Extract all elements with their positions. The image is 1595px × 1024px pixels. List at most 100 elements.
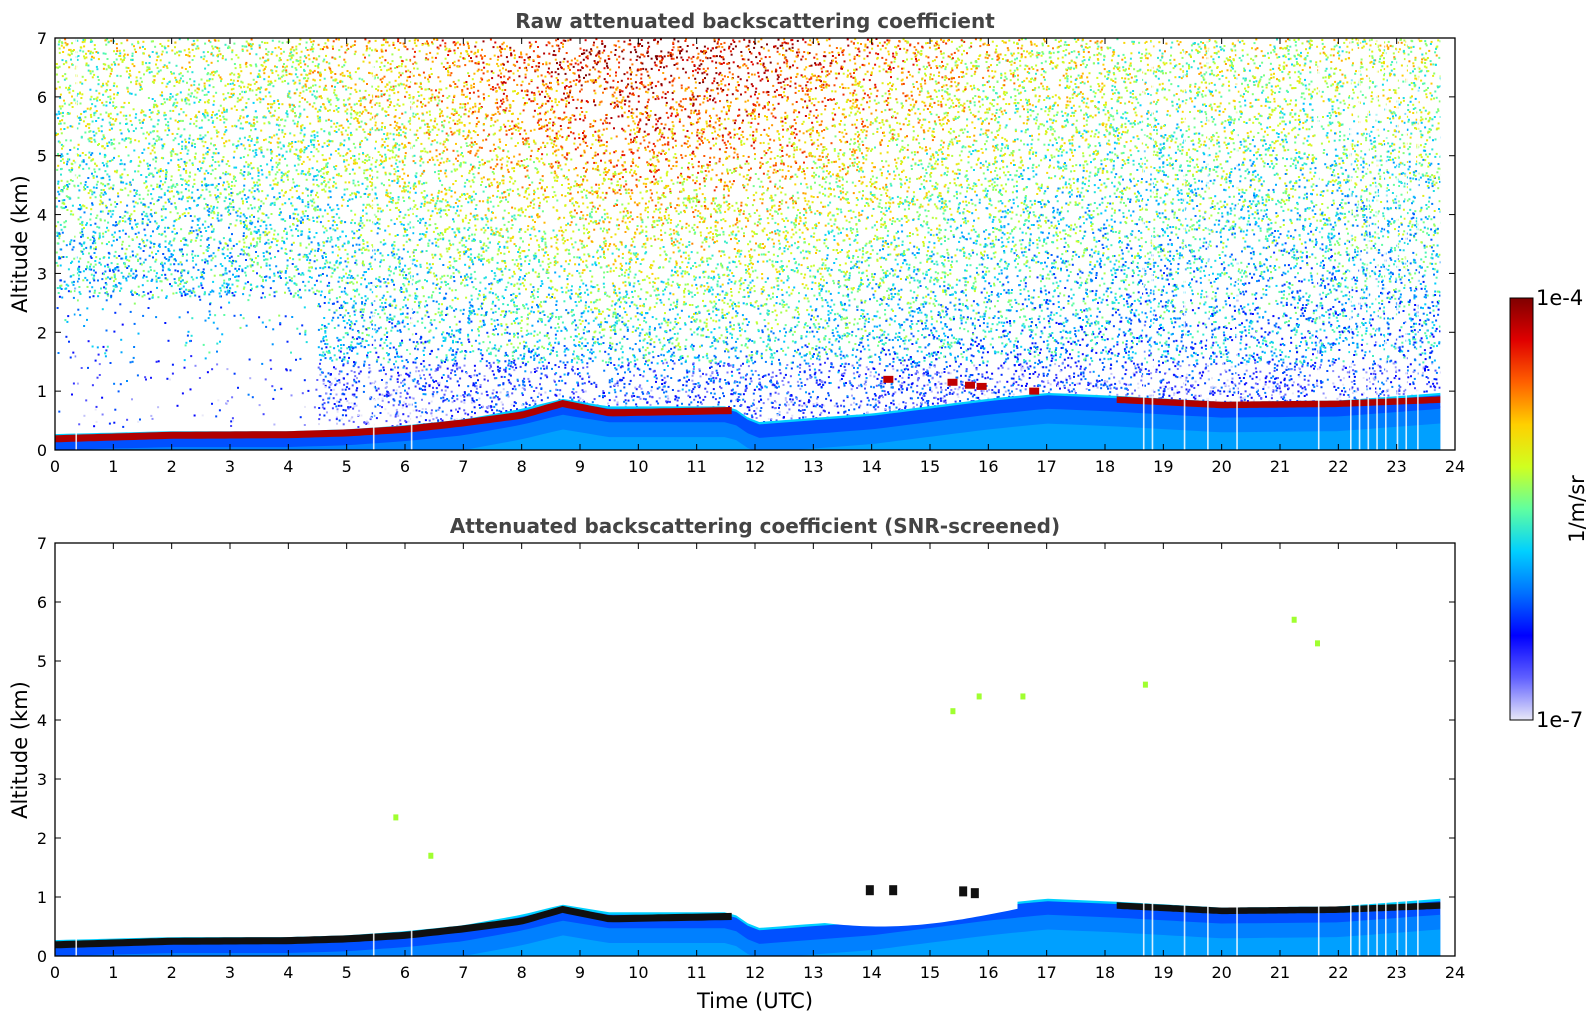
missing-profile: [75, 873, 77, 956]
isolated-return: [1315, 640, 1320, 646]
colorbar: 1e-4 1e-7 1/m/sr: [1510, 286, 1589, 732]
y-tick-label: 0: [37, 441, 47, 460]
missing-profile: [1152, 873, 1154, 956]
x-tick-label: 10: [628, 457, 648, 476]
x-tick-label: 17: [1036, 963, 1056, 982]
cloud-speck: [866, 885, 874, 895]
x-tick-label: 18: [1095, 457, 1115, 476]
x-tick-label: 14: [861, 963, 881, 982]
x-tick-label: 20: [1211, 457, 1231, 476]
cloud-speck: [889, 885, 897, 895]
y-axis-label: Altitude (km): [8, 681, 32, 819]
x-tick-label: 17: [1036, 457, 1056, 476]
x-tick-label: 5: [342, 457, 352, 476]
x-tick-label: 24: [1445, 963, 1465, 982]
x-tick-label: 6: [400, 963, 410, 982]
missing-profile: [1184, 873, 1186, 956]
isolated-return: [977, 693, 982, 699]
isolated-return: [1143, 682, 1148, 688]
x-tick-label: 0: [50, 963, 60, 982]
x-tick-label: 21: [1270, 963, 1290, 982]
x-tick-label: 3: [225, 963, 235, 982]
x-tick-label: 16: [978, 457, 998, 476]
y-axis-label: Altitude (km): [8, 175, 32, 313]
raw-backscatter-heatmap: [55, 38, 1455, 465]
snr-screened-panel: Attenuated backscattering coefficient (S…: [8, 514, 1465, 1013]
x-tick-label: 15: [920, 963, 940, 982]
x-tick-label: 4: [283, 963, 293, 982]
x-tick-label: 5: [342, 963, 352, 982]
missing-profile: [1417, 873, 1419, 956]
y-tick-label: 1: [37, 382, 47, 401]
cloud-patch: [883, 376, 893, 383]
x-tick-label: 1: [108, 457, 118, 476]
y-tick-label: 3: [37, 264, 47, 283]
x-tick-label: 7: [458, 457, 468, 476]
missing-profile: [1184, 38, 1186, 450]
x-tick-label: 21: [1270, 457, 1290, 476]
y-tick-label: 3: [37, 770, 47, 789]
y-tick-label: 6: [37, 88, 47, 107]
isolated-return: [1292, 617, 1297, 623]
y-tick-label: 4: [37, 206, 47, 225]
cloud-patch: [1029, 388, 1039, 395]
x-axis-label: Time (UTC): [696, 989, 813, 1013]
missing-profile: [1350, 38, 1352, 450]
missing-profile: [1318, 873, 1320, 956]
cloud-patch: [948, 379, 958, 386]
figure-canvas: Raw attenuated backscattering coefficien…: [0, 0, 1595, 1020]
missing-profile: [1368, 873, 1370, 956]
missing-profile: [1359, 38, 1361, 450]
missing-profile: [1397, 873, 1399, 956]
missing-profile: [1405, 873, 1407, 956]
x-tick-label: 18: [1095, 963, 1115, 982]
missing-profile: [1405, 38, 1407, 450]
colorbar-max-label: 1e-4: [1536, 286, 1583, 310]
missing-profile: [1207, 873, 1209, 956]
x-tick-label: 10: [628, 963, 648, 982]
x-tick-label: 20: [1211, 963, 1231, 982]
y-tick-label: 6: [37, 593, 47, 612]
cloud-patch: [977, 383, 987, 390]
y-tick-label: 2: [37, 829, 47, 848]
x-tick-label: 19: [1153, 457, 1173, 476]
y-tick-label: 2: [37, 323, 47, 342]
x-tick-label: 22: [1328, 963, 1348, 982]
x-tick-label: 3: [225, 457, 235, 476]
x-tick-label: 8: [517, 457, 527, 476]
no-data-region: [1440, 38, 1455, 450]
missing-profile: [1143, 38, 1145, 450]
x-tick-label: 23: [1386, 963, 1406, 982]
x-tick-label: 15: [920, 457, 940, 476]
isolated-return: [393, 814, 398, 820]
missing-profile: [373, 38, 375, 450]
isolated-return: [428, 853, 433, 859]
cloud-patch: [965, 382, 975, 389]
missing-profile: [1318, 38, 1320, 450]
missing-profile: [1152, 38, 1154, 450]
x-tick-label: 7: [458, 963, 468, 982]
missing-profile: [1359, 873, 1361, 956]
x-tick-label: 11: [686, 963, 706, 982]
x-tick-label: 9: [575, 963, 585, 982]
colorbar-min-label: 1e-7: [1536, 708, 1583, 732]
panel-title: Attenuated backscattering coefficient (S…: [450, 514, 1060, 538]
x-tick-label: 4: [283, 457, 293, 476]
x-tick-label: 14: [861, 457, 881, 476]
missing-profile: [1350, 873, 1352, 956]
x-tick-label: 0: [50, 457, 60, 476]
x-tick-label: 8: [517, 963, 527, 982]
x-tick-label: 1: [108, 963, 118, 982]
x-tick-label: 2: [167, 963, 177, 982]
x-tick-label: 11: [686, 457, 706, 476]
y-tick-label: 5: [37, 652, 47, 671]
colorbar-unit-label: 1/m/sr: [1565, 475, 1589, 543]
missing-profile: [411, 38, 413, 450]
x-tick-label: 24: [1445, 457, 1465, 476]
y-tick-label: 5: [37, 147, 47, 166]
panel-title: Raw attenuated backscattering coefficien…: [515, 9, 995, 33]
x-tick-label: 6: [400, 457, 410, 476]
y-tick-label: 1: [37, 888, 47, 907]
colorbar-scale: [1510, 298, 1533, 720]
missing-profile: [1236, 873, 1238, 956]
